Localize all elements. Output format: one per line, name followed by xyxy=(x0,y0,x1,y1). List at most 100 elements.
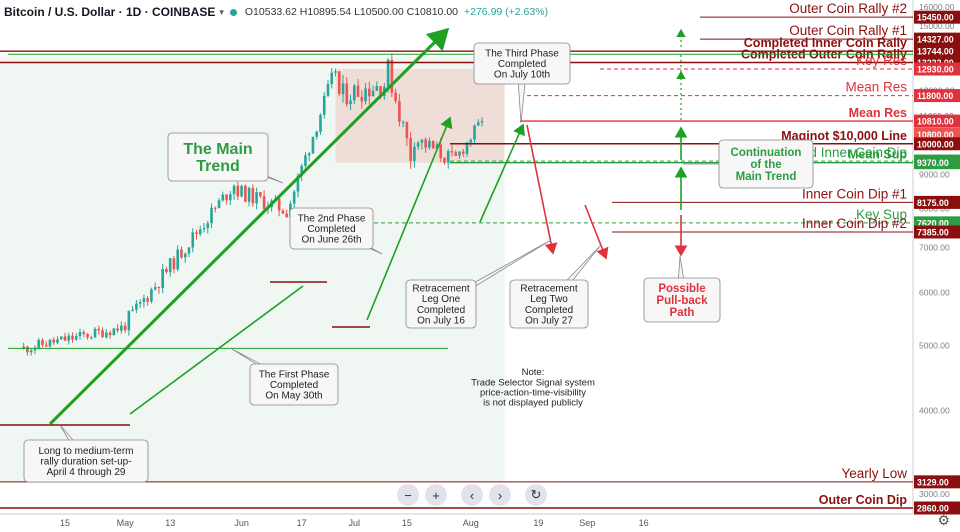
candle-body xyxy=(67,335,71,341)
symbol-title[interactable]: Bitcoin / U.S. Dollar · 1D · COINBASE xyxy=(4,5,216,19)
candle-body xyxy=(165,268,168,273)
candle-body xyxy=(311,136,315,154)
candle-body xyxy=(240,185,243,197)
callout-text: Trade Selector Signal system xyxy=(471,377,595,388)
level-label: Outer Coin Dip xyxy=(819,493,908,507)
chevron-down-icon[interactable]: ▾ xyxy=(219,6,224,17)
candle-body xyxy=(450,151,454,153)
candle-body xyxy=(435,144,439,149)
x-tick-label: Sep xyxy=(579,518,595,528)
zoom-out-icon[interactable]: − xyxy=(397,484,419,506)
level-label: Maginot $10,000 Line xyxy=(781,129,907,143)
candle-body xyxy=(198,229,202,235)
y-tick-label: 4000.00 xyxy=(919,405,950,415)
candle-body xyxy=(405,121,409,139)
zoom-in-icon[interactable]: + xyxy=(425,484,447,506)
callout-text: On June 26th xyxy=(301,235,361,246)
callout-box xyxy=(509,279,589,329)
candle-body xyxy=(247,187,251,202)
candle-body xyxy=(469,139,473,143)
candle-body xyxy=(142,298,146,302)
candle-body xyxy=(300,166,303,176)
candle-body xyxy=(172,258,176,270)
candle-body xyxy=(93,328,97,338)
x-tick-label: 19 xyxy=(533,518,543,528)
candle-body xyxy=(420,139,424,143)
x-tick-label: 16 xyxy=(639,518,649,528)
callout-box xyxy=(289,207,374,250)
candle-body xyxy=(296,175,300,192)
x-tick-label: 17 xyxy=(297,518,307,528)
candle-body xyxy=(74,336,78,340)
level-label: Mean Sup xyxy=(848,148,907,162)
y-tick-label: 16000.00 xyxy=(919,2,955,12)
candle-body xyxy=(206,223,210,229)
level-tag-text: 10800.00 xyxy=(917,130,954,140)
candle-body xyxy=(56,339,59,343)
callout-text: Completed xyxy=(498,59,546,70)
level-tag-text: 12930.00 xyxy=(917,64,954,74)
y-tick-label: 9000.00 xyxy=(919,169,950,179)
callout-text: The 2nd Phase xyxy=(298,213,366,224)
candle-body xyxy=(345,83,349,105)
phase-three-line xyxy=(479,123,525,223)
phase-two-line xyxy=(366,116,453,321)
candle-body xyxy=(191,232,195,248)
candle-body xyxy=(131,309,134,311)
candle-body xyxy=(461,151,465,154)
callout-text: April 4 through 29 xyxy=(47,467,126,478)
y-tick-label: 5000.00 xyxy=(919,340,950,350)
candle-body xyxy=(413,146,416,162)
candle-body xyxy=(146,298,149,302)
level-label: Outer Coin Rally #2 xyxy=(789,1,907,16)
candle-body xyxy=(259,192,262,197)
candle-body xyxy=(251,187,255,204)
gear-icon[interactable]: ⚙ xyxy=(937,512,950,528)
callout-text: Trend xyxy=(196,158,240,175)
level-tag-text: 2860.00 xyxy=(917,504,949,514)
level-label: Inner Coin Dip #2 xyxy=(802,216,907,231)
reset-icon[interactable]: ↻ xyxy=(525,484,547,506)
callout-text: On July 10th xyxy=(494,70,550,81)
candle-body xyxy=(322,95,326,115)
level-tag-text: 13744.00 xyxy=(917,47,954,57)
callout-text: Leg Two xyxy=(530,294,568,305)
x-tick-label: 13 xyxy=(165,518,175,528)
candle-body xyxy=(285,213,288,218)
candle-body xyxy=(221,194,225,201)
candle-body xyxy=(334,71,337,73)
candle-body xyxy=(86,334,89,338)
candle-body xyxy=(41,339,44,345)
level-label: Completed Inner Coin Rally xyxy=(744,36,907,50)
candle-body xyxy=(202,228,206,230)
candle-body xyxy=(394,92,397,102)
consolidation-zone xyxy=(335,68,505,163)
candle-body xyxy=(416,142,420,147)
level-tag xyxy=(914,501,960,515)
candle-body xyxy=(364,88,367,102)
candle-body xyxy=(22,346,25,349)
candle-body xyxy=(213,207,217,209)
scroll-right-icon[interactable]: › xyxy=(489,484,511,506)
scroll-left-icon[interactable]: ‹ xyxy=(461,484,483,506)
candle-body xyxy=(153,287,157,290)
y-tick-label: 15000.00 xyxy=(919,21,955,31)
candle-body xyxy=(97,328,101,331)
level-tag-text: 10000.00 xyxy=(917,139,954,149)
candle-body xyxy=(150,289,153,302)
candle-body xyxy=(431,140,435,149)
x-tick-label: Jun xyxy=(234,518,249,528)
candle-body xyxy=(229,194,232,201)
level-tag xyxy=(914,10,960,24)
candle-body xyxy=(307,153,311,156)
candle-body xyxy=(446,151,450,163)
level-tag-text: 7385.00 xyxy=(917,227,949,237)
candle-body xyxy=(371,90,375,97)
candle-body xyxy=(480,121,484,123)
candle-body xyxy=(37,339,41,348)
candle-body xyxy=(356,85,360,97)
trend-zone xyxy=(0,56,505,482)
candle-body xyxy=(161,268,164,288)
level-tag xyxy=(914,195,960,209)
candle-body xyxy=(277,198,281,211)
